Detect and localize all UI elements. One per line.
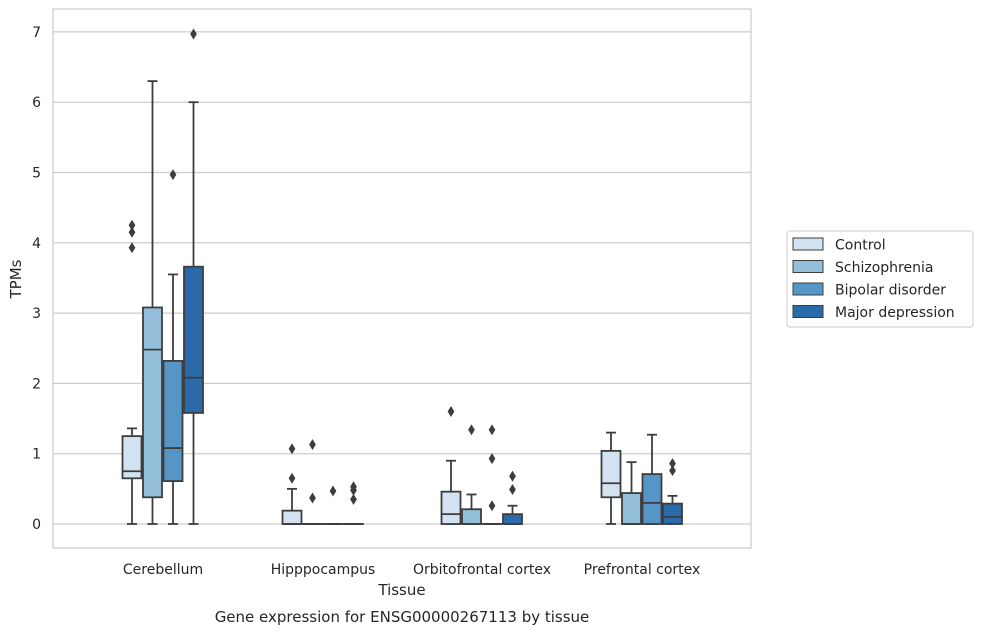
outlier-point xyxy=(669,458,676,470)
outlier-point xyxy=(447,406,455,417)
y-axis-title: TPMs xyxy=(7,259,25,299)
outlier-point xyxy=(128,219,136,231)
box-iqr xyxy=(600,449,622,499)
box-iqr xyxy=(142,306,163,499)
box-2-2 xyxy=(481,424,503,525)
outlier-point xyxy=(350,493,357,505)
box-iqr xyxy=(121,435,143,480)
y-tick-label: 5 xyxy=(32,166,41,182)
box-1-3 xyxy=(621,461,642,525)
box-iqr xyxy=(183,265,204,414)
y-tick-label: 3 xyxy=(32,306,41,322)
y-tick-labels: 0 1 2 3 4 5 6 7 xyxy=(32,25,41,533)
outlier-point xyxy=(488,453,496,465)
y-tick-label: 6 xyxy=(32,95,41,111)
box-iqr xyxy=(440,490,462,525)
legend-swatch xyxy=(792,282,824,296)
outlier-point xyxy=(169,169,177,181)
box-1-2 xyxy=(461,424,482,525)
boxes-layer xyxy=(121,28,683,525)
box-iqr xyxy=(162,360,184,483)
outlier-point xyxy=(128,242,136,254)
box-3-0 xyxy=(183,28,204,525)
outlier-point xyxy=(309,492,316,504)
legend-label: Major depression xyxy=(835,305,955,321)
legend-label: Control xyxy=(835,238,886,254)
outlier-point xyxy=(288,443,296,455)
x-tick-label: Prefrontal cortex xyxy=(584,562,701,578)
legend-items: Control Schizophrenia Bipolar disorder Majo… xyxy=(792,237,955,321)
x-tick-labels: Cerebellum Hipppocampus Orbitofrontal cort… xyxy=(123,562,700,578)
box-iqr xyxy=(641,473,663,525)
box-3-1 xyxy=(343,481,364,525)
outlier-point xyxy=(190,28,197,40)
x-tick-label: Cerebellum xyxy=(123,562,203,578)
box-3-2 xyxy=(502,470,523,525)
x-tick-label: Hipppocampus xyxy=(271,562,376,578)
y-tick-label: 2 xyxy=(32,376,41,392)
legend-swatch xyxy=(792,237,824,251)
box-iqr xyxy=(621,492,642,525)
outlier-point xyxy=(468,424,475,436)
outlier-point xyxy=(128,226,136,238)
box-0-0 xyxy=(121,219,143,525)
y-tick-label: 7 xyxy=(32,25,41,41)
box-iqr xyxy=(281,509,303,525)
legend-swatch xyxy=(792,260,824,273)
legend-frame xyxy=(786,230,974,328)
box-1-0 xyxy=(142,80,163,525)
y-tick-label: 4 xyxy=(32,236,41,252)
legend-label: Schizophrenia xyxy=(835,260,933,276)
legend-swatch xyxy=(792,305,824,318)
outlier-point xyxy=(488,424,496,436)
legend: Control Schizophrenia Bipolar disorder Majo… xyxy=(786,230,974,328)
box-1-1 xyxy=(302,439,323,525)
box-iqr xyxy=(461,508,482,525)
outlier-point xyxy=(350,481,357,493)
x-tick-label: Orbitofrontal cortex xyxy=(413,562,551,578)
box-2-1 xyxy=(322,485,344,525)
outlier-point xyxy=(288,472,296,484)
box-iqr xyxy=(662,502,683,525)
chart-title: Gene expression for ENSG00000267113 by t… xyxy=(215,608,590,626)
outlier-point xyxy=(509,470,516,482)
legend-label: Bipolar disorder xyxy=(835,283,946,299)
outlier-point xyxy=(309,439,316,451)
outlier-point xyxy=(329,485,337,497)
box-iqr xyxy=(502,513,523,525)
box-0-1 xyxy=(281,443,303,525)
box-2-0 xyxy=(162,169,184,525)
outlier-point xyxy=(488,500,496,512)
box-0-3 xyxy=(600,431,622,525)
box-3-3 xyxy=(662,458,683,525)
box-2-3 xyxy=(641,433,663,525)
y-tick-label: 1 xyxy=(32,447,41,463)
box-0-2 xyxy=(440,406,462,525)
outlier-point xyxy=(509,484,516,496)
outlier-point xyxy=(669,465,676,477)
x-axis-title: Tissue xyxy=(377,581,425,599)
y-tick-label: 0 xyxy=(32,517,41,533)
